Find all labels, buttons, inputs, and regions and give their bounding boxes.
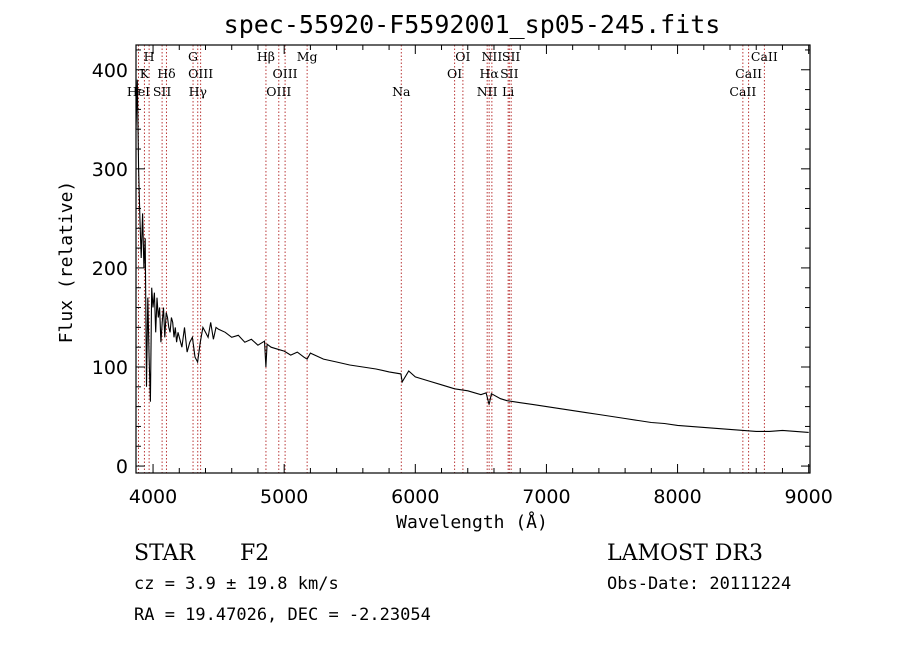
- line-label-0: H: [144, 49, 155, 64]
- object-subclass: F2: [240, 541, 269, 566]
- x-axis-ticks: 4000 5000 6000 7000 8000 9000: [129, 45, 833, 508]
- line-label-3: SII: [153, 84, 172, 99]
- plot-frame: [135, 44, 811, 474]
- spectrum-series-line: [135, 79, 809, 433]
- x-tick-label-4000: 4000: [129, 486, 177, 508]
- line-label-7: Hγ: [189, 84, 207, 99]
- y-axis-ticks: 0 100 200 300 400: [92, 49, 810, 478]
- object-class: STAR: [134, 541, 196, 566]
- line-label-13: OI: [455, 49, 470, 64]
- line-label-14: OI: [447, 66, 462, 81]
- redshift-cz: cz = 3.9 ± 19.8 km/s: [134, 574, 339, 594]
- line-label-11: Mg: [297, 49, 318, 64]
- survey-name: LAMOST DR3: [607, 541, 763, 566]
- y-tick-label-300: 300: [92, 159, 128, 181]
- line-label-5: G: [188, 49, 198, 64]
- y-axis-label: Flux (relative): [56, 181, 77, 344]
- line-label-6: OIII: [188, 66, 213, 81]
- line-label-10: OIII: [266, 84, 291, 99]
- line-label-20: Li: [502, 84, 514, 99]
- line-label-17: Hα: [479, 66, 499, 81]
- line-label-4: Hδ: [157, 66, 175, 81]
- line-label-9: OIII: [273, 66, 298, 81]
- x-tick-label-9000: 9000: [785, 486, 833, 508]
- x-tick-label-7000: 7000: [522, 486, 570, 508]
- x-axis-label: Wavelength (Å): [396, 511, 548, 533]
- line-label-18: SII: [500, 66, 519, 81]
- line-label-1: K: [140, 66, 150, 81]
- line-label-22: CaII: [735, 66, 762, 81]
- line-label-16: SII: [502, 49, 521, 64]
- line-label-19: NII: [477, 84, 498, 99]
- y-tick-label-400: 400: [92, 60, 128, 82]
- line-label-21: CaII: [751, 49, 778, 64]
- y-tick-label-100: 100: [92, 357, 128, 379]
- x-tick-label-6000: 6000: [391, 486, 439, 508]
- emission-line-markers: [138, 45, 765, 473]
- line-label-23: CaII: [729, 84, 756, 99]
- line-label-8: Hβ: [257, 49, 275, 64]
- line-label-2: HeI: [127, 84, 150, 99]
- y-tick-label-0: 0: [116, 456, 128, 478]
- x-tick-label-8000: 8000: [653, 486, 701, 508]
- obs-date: Obs-Date: 20111224: [607, 574, 791, 594]
- chart-title: spec-55920-F5592001_sp05-245.fits: [224, 10, 721, 39]
- y-tick-label-200: 200: [92, 258, 128, 280]
- line-label-15: NII: [481, 49, 502, 64]
- coordinates: RA = 19.47026, DEC = -2.23054: [134, 605, 431, 625]
- x-tick-label-5000: 5000: [260, 486, 308, 508]
- line-label-12: Na: [392, 84, 411, 99]
